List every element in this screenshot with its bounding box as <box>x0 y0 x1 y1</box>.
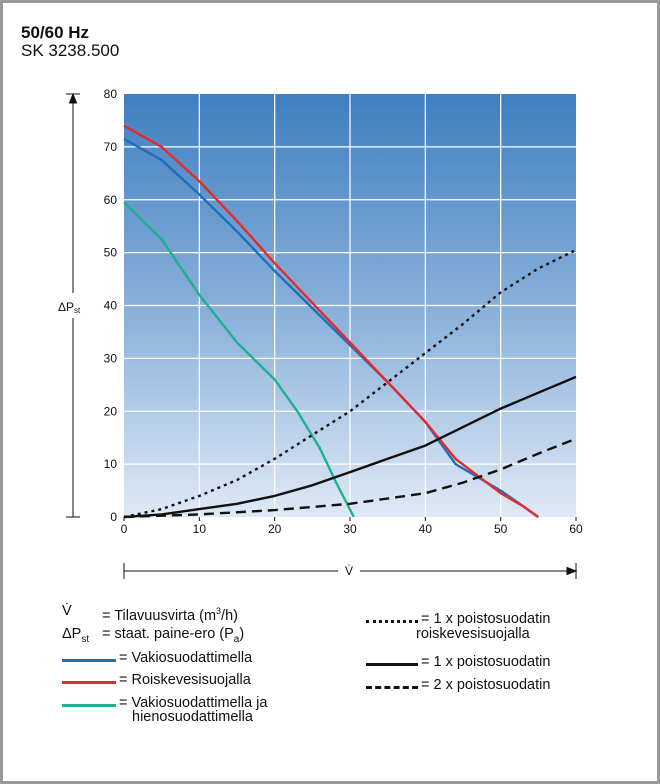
series-line-1 <box>123 124 539 518</box>
x-tick-label: 10 <box>193 522 207 536</box>
legend-sup: 3 <box>216 606 222 616</box>
y-axis-label: ΔPst <box>58 300 81 315</box>
x-tick-label: 20 <box>268 522 282 536</box>
legend-text: = Tilavuusvirta (m3/h) <box>102 603 238 625</box>
legend-swatch-solid <box>366 663 418 666</box>
x-tick-label: 0 <box>121 522 128 536</box>
x-tick-label: 60 <box>569 522 583 536</box>
legend-tail: ) <box>239 626 245 642</box>
legend-text-line2: roiskevesisuojalla <box>416 626 530 642</box>
y-tick-label: 20 <box>104 404 118 418</box>
legend-text: = 1 x poistosuodatin <box>421 654 551 670</box>
series-line-5 <box>123 437 577 519</box>
legend-symbol: ΔPst <box>62 626 90 645</box>
x-tick-label: 30 <box>343 522 357 536</box>
legend-swatch-blue <box>62 659 116 662</box>
legend-swatch-dashed <box>366 686 418 689</box>
x-dimension-arrow <box>123 563 578 579</box>
chart-title: 50/60 Hz <box>21 23 90 42</box>
x-tick-label: 50 <box>494 522 508 536</box>
legend-text: = Vakiosuodattimella <box>119 650 253 666</box>
grid <box>123 94 577 521</box>
x-axis-label: V̇ <box>345 564 353 578</box>
chart-subtitle: SK 3238.500 <box>21 41 120 60</box>
legend-text: = Vakiosuodattimella ja <box>119 695 268 711</box>
legend-text: = 2 x poistosuodatin <box>421 677 551 693</box>
series-line-0 <box>123 137 539 518</box>
legend-text: = 1 x poistosuodatin <box>421 611 551 627</box>
legend-swatch-dotted <box>366 620 418 623</box>
series-line-3 <box>123 248 577 519</box>
y-tick-label: 50 <box>104 246 118 260</box>
legend-text-main: = Tilavuusvirta (m <box>102 607 217 624</box>
legend-text: = staat. paine-ero (Pa) <box>102 626 244 648</box>
legend-swatch-green <box>62 704 116 707</box>
x-tick-label: 40 <box>419 522 433 536</box>
legend-text-main: = staat. paine-ero (P <box>102 626 234 642</box>
y-tick-label: 30 <box>104 351 118 365</box>
y-tick-label: 10 <box>104 457 118 471</box>
y-dimension-arrow <box>66 92 80 518</box>
series-group <box>123 124 577 519</box>
legend-symbol: V̇ <box>62 603 72 619</box>
legend-tail: /h) <box>221 607 238 624</box>
legend-text: = Roiskevesisuojalla <box>119 672 251 688</box>
y-tick-label: 70 <box>104 140 118 154</box>
y-tick-label: 60 <box>104 193 118 207</box>
legend-text-line2: hienosuodattimella <box>132 709 253 725</box>
y-tick-label: 40 <box>104 299 118 313</box>
series-line-2 <box>123 201 355 518</box>
tick-labels: 0 10 20 30 40 50 60 0 10 20 30 40 50 60 70 80 <box>104 87 583 536</box>
y-tick-label: 80 <box>104 87 118 101</box>
legend-sub: a <box>233 633 240 645</box>
legend-swatch-red <box>62 681 116 684</box>
y-tick-label: 0 <box>110 510 117 524</box>
series-line-4 <box>123 375 577 519</box>
